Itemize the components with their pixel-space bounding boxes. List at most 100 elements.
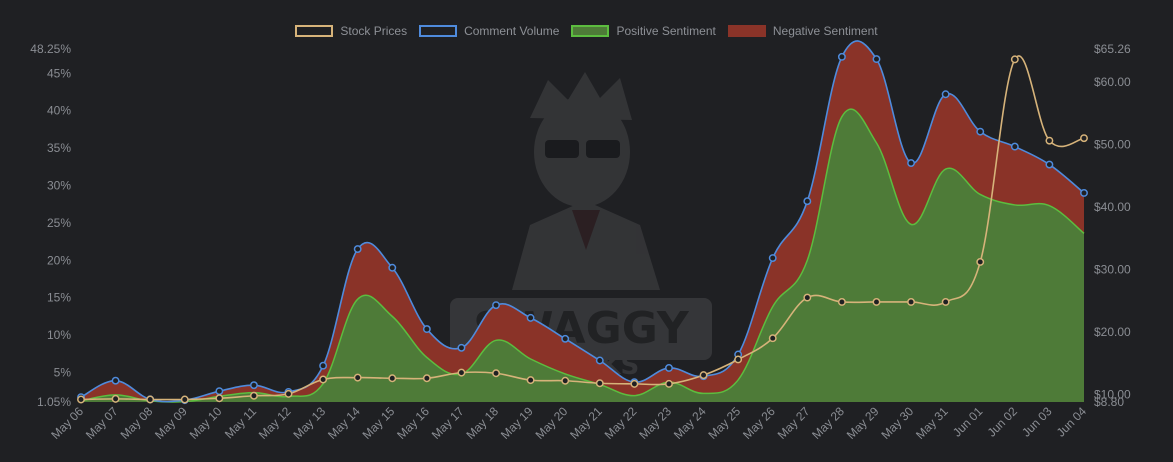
comment-volume-point-25[interactable] (941, 90, 950, 99)
stock-prices-point-19[interactable] (734, 355, 743, 364)
comment-volume-point-23[interactable] (872, 55, 881, 64)
legend-swatch-negative-sentiment (727, 25, 766, 37)
stock-prices-point-18[interactable] (699, 371, 708, 380)
x-axis-tick-label: May 09 (152, 404, 190, 442)
x-axis-tick-label: May 12 (256, 404, 294, 442)
x-axis-tick-label: May 22 (602, 404, 640, 442)
x-axis-tick-label: May 23 (636, 404, 674, 442)
comment-volume-point-20[interactable] (768, 254, 777, 262)
comment-volume-point-26[interactable] (976, 127, 985, 136)
x-axis-tick-label: May 14 (325, 404, 363, 442)
stock-prices-point-1[interactable] (111, 394, 120, 403)
left-axis-tick-label: 25% (47, 216, 71, 230)
comment-volume-point-29[interactable] (1080, 189, 1088, 197)
stock-prices-point-3[interactable] (180, 395, 189, 404)
comment-volume-point-11[interactable] (457, 343, 466, 352)
comment-volume-point-1[interactable] (111, 376, 120, 385)
stock-prices-point-5[interactable] (249, 391, 258, 400)
stock-prices-point-23[interactable] (872, 298, 881, 306)
x-axis-tick-label: May 11 (222, 404, 259, 441)
x-axis-tick-label: May 24 (671, 404, 709, 442)
legend-label-comment-volume: Comment Volume (464, 24, 560, 38)
x-axis-tick-label: May 29 (844, 404, 882, 442)
legend-swatch-comment-volume (419, 25, 458, 37)
right-axis-tick-label: $60.00 (1094, 75, 1131, 89)
stock-prices-point-9[interactable] (388, 374, 397, 383)
point-layer (77, 52, 1088, 405)
legend-label-negative-sentiment: Negative Sentiment (772, 24, 878, 38)
stock-prices-point-10[interactable] (422, 374, 431, 383)
comment-volume-point-17[interactable] (665, 364, 673, 372)
stock-prices-point-4[interactable] (215, 394, 224, 403)
left-axis-tick-label: 5% (54, 365, 72, 379)
x-axis-tick-label: May 13 (290, 404, 328, 442)
comment-volume-point-22[interactable] (837, 52, 846, 61)
stock-prices-point-13[interactable] (526, 376, 535, 385)
x-axis-tick-label: May 28 (809, 404, 847, 442)
x-axis-tick-label: May 17 (429, 404, 467, 442)
comment-volume-point-12[interactable] (492, 301, 500, 310)
stock-prices-point-16[interactable] (630, 379, 639, 388)
comment-volume-point-7[interactable] (319, 361, 328, 370)
legend-swatch-stock-prices (295, 25, 334, 37)
stock-prices-point-22[interactable] (837, 298, 846, 306)
x-axis-tick-label: Jun 01 (950, 404, 986, 440)
stock-prices-point-2[interactable] (146, 395, 155, 404)
stock-prices-point-6[interactable] (284, 389, 293, 398)
stock-prices-point-24[interactable] (907, 298, 916, 306)
comment-volume-point-15[interactable] (595, 356, 604, 365)
x-axis-tick-label: May 31 (913, 404, 951, 442)
stock-prices-point-11[interactable] (457, 368, 466, 377)
right-axis-tick-label: $65.26 (1094, 42, 1131, 56)
stock-prices-point-26[interactable] (976, 258, 985, 266)
stock-prices-point-27[interactable] (1010, 55, 1019, 64)
stock-prices-point-17[interactable] (665, 379, 673, 388)
stock-prices-point-0[interactable] (77, 395, 85, 404)
comment-volume-point-9[interactable] (388, 263, 397, 272)
stock-prices-point-21[interactable] (803, 293, 812, 302)
x-axis-tick-label: May 16 (394, 404, 432, 442)
left-axis-tick-label: 1.05% (37, 395, 71, 409)
stock-prices-point-25[interactable] (941, 298, 950, 306)
comment-volume-point-5[interactable] (249, 381, 258, 390)
left-axis-tick-label: 48.25% (30, 42, 71, 56)
left-axis-tick-label: 20% (47, 253, 71, 267)
comment-volume-point-8[interactable] (353, 245, 362, 254)
x-axis-tick-label: May 15 (360, 404, 398, 442)
legend-label-positive-sentiment: Positive Sentiment (616, 24, 716, 38)
stock-prices-point-28[interactable] (1045, 136, 1054, 145)
x-axis-tick-label: May 20 (533, 404, 571, 442)
left-axis-tick-label: 45% (47, 66, 71, 80)
x-axis-tick-label: May 26 (740, 404, 778, 442)
x-axis-tick-label: Jun 03 (1019, 404, 1055, 440)
comment-volume-point-27[interactable] (1010, 142, 1019, 151)
comment-volume-point-28[interactable] (1045, 160, 1054, 169)
comment-volume-point-10[interactable] (422, 325, 431, 334)
x-axis-tick-label: May 25 (706, 404, 744, 442)
stock-prices-point-29[interactable] (1080, 134, 1088, 143)
legend-item-positive-sentiment[interactable]: Positive Sentiment (571, 24, 716, 38)
stock-prices-point-20[interactable] (768, 334, 777, 343)
comment-volume-point-13[interactable] (526, 313, 535, 322)
positive-sentiment-area (81, 109, 1084, 403)
stock-prices-point-7[interactable] (319, 375, 328, 384)
comment-volume-point-14[interactable] (561, 334, 570, 343)
stock-prices-point-12[interactable] (492, 369, 500, 378)
stock-prices-point-8[interactable] (353, 373, 362, 382)
legend-label-stock-prices: Stock Prices (340, 24, 408, 38)
comment-volume-point-21[interactable] (803, 197, 812, 206)
left-axis-tick-label: 40% (47, 104, 71, 118)
right-axis-tick-label: $30.00 (1094, 262, 1131, 276)
legend-item-negative-sentiment[interactable]: Negative Sentiment (727, 24, 878, 38)
stock-prices-point-14[interactable] (561, 376, 570, 385)
x-axis-tick-label: May 06 (48, 404, 86, 442)
legend-item-stock-prices[interactable]: Stock Prices (295, 24, 407, 38)
comment-volume-point-24[interactable] (907, 159, 916, 168)
right-axis-tick-label: $50.00 (1094, 137, 1131, 151)
left-axis-tick-label: 15% (47, 291, 71, 305)
x-axis-tick-label: May 21 (567, 404, 605, 442)
stock-prices-point-15[interactable] (595, 379, 604, 388)
legend-item-comment-volume[interactable]: Comment Volume (419, 24, 559, 38)
comment-volume-point-4[interactable] (215, 387, 224, 396)
